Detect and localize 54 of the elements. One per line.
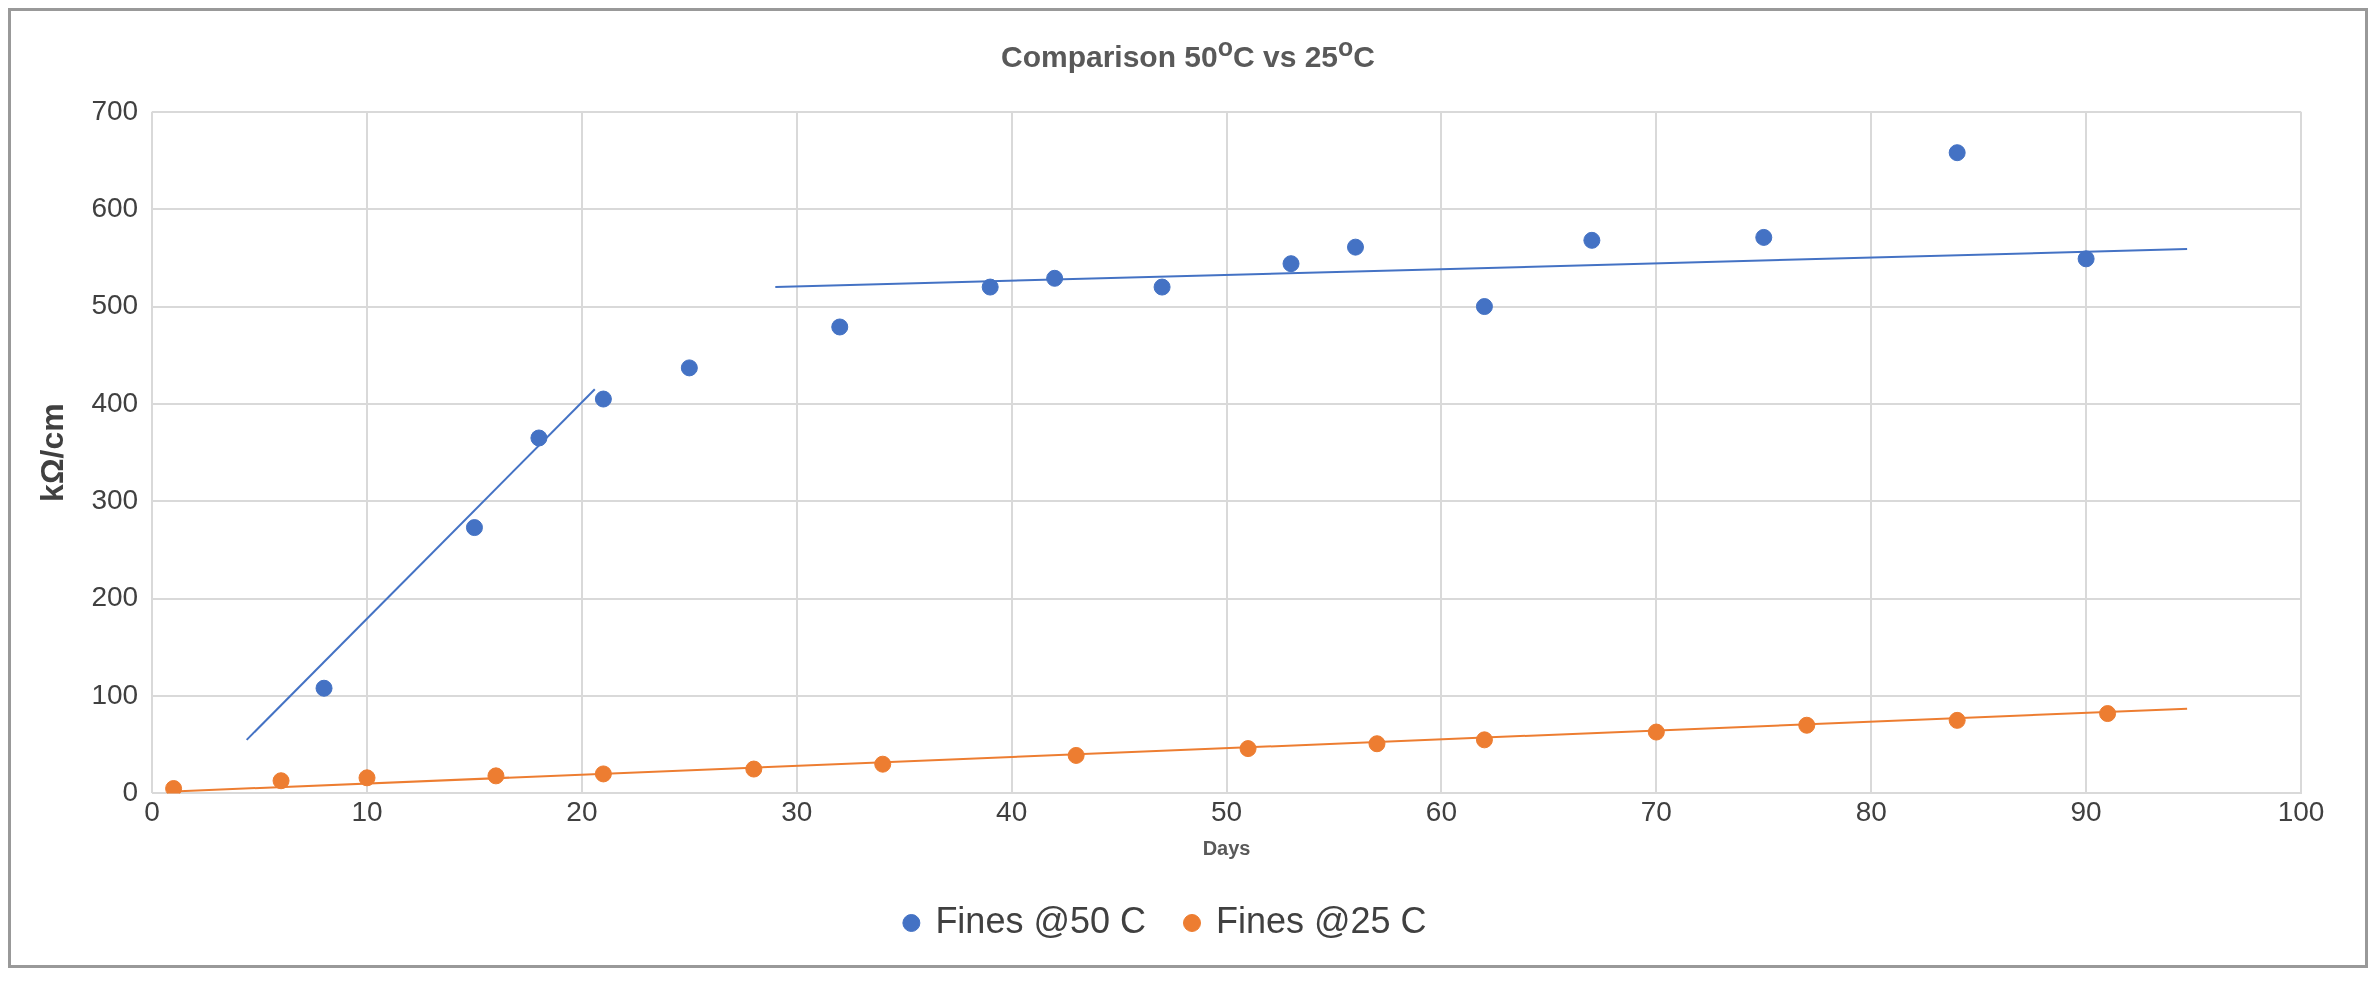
point bbox=[272, 772, 290, 790]
x-tick-label: 80 bbox=[1855, 795, 1887, 827]
point bbox=[1046, 269, 1064, 287]
point bbox=[1755, 228, 1773, 246]
point bbox=[831, 318, 849, 336]
x-tick-label: 60 bbox=[1425, 795, 1458, 827]
point bbox=[1583, 231, 1601, 249]
point bbox=[1368, 735, 1386, 753]
point bbox=[594, 390, 612, 408]
point bbox=[981, 278, 999, 296]
point bbox=[1067, 746, 1085, 764]
point bbox=[165, 780, 183, 794]
legend-label: Fines @50 C bbox=[935, 899, 1146, 941]
point bbox=[1282, 255, 1300, 273]
point bbox=[1647, 723, 1665, 741]
point bbox=[530, 429, 548, 447]
x-tick-label: 40 bbox=[996, 795, 1028, 827]
x-tick-label: 90 bbox=[2070, 795, 2102, 827]
point bbox=[1948, 144, 1966, 162]
x-tick-label: 0 bbox=[144, 795, 160, 827]
point bbox=[465, 519, 483, 537]
point bbox=[745, 760, 763, 778]
point bbox=[1798, 716, 1816, 734]
legend-label: Fines @25 C bbox=[1216, 899, 1427, 941]
y-tick-label: 300 bbox=[91, 484, 139, 515]
point bbox=[680, 359, 698, 377]
point bbox=[2077, 250, 2095, 268]
point bbox=[487, 767, 505, 785]
x-tick-label: 100 bbox=[2277, 795, 2325, 827]
point bbox=[1239, 740, 1257, 758]
point bbox=[358, 769, 376, 787]
x-axis-title: Days bbox=[1202, 836, 1251, 859]
y-tick-label: 700 bbox=[91, 94, 139, 126]
x-tick-label: 30 bbox=[781, 795, 813, 827]
y-tick-label: 500 bbox=[91, 289, 139, 321]
point bbox=[315, 679, 333, 697]
point bbox=[1475, 731, 1493, 749]
x-tick-label: 20 bbox=[566, 795, 598, 827]
y-tick-label: 600 bbox=[91, 191, 139, 223]
point bbox=[1948, 711, 1966, 729]
point bbox=[594, 765, 612, 783]
point bbox=[2099, 705, 2117, 723]
point bbox=[1153, 278, 1171, 296]
y-tick-label: 200 bbox=[91, 581, 139, 613]
point bbox=[1475, 298, 1493, 316]
point bbox=[1346, 238, 1364, 256]
x-tick-label: 50 bbox=[1210, 795, 1243, 827]
y-tick-label: 100 bbox=[91, 678, 139, 710]
y-axis-title: kΩ/cm bbox=[34, 403, 71, 502]
point bbox=[874, 755, 892, 773]
y-tick-label: 400 bbox=[91, 386, 139, 418]
x-tick-label: 70 bbox=[1640, 795, 1672, 827]
x-tick-label: 10 bbox=[351, 795, 383, 827]
chart-title: Comparison 50$^{o}$C vs 25$^{o}$C bbox=[999, 33, 1376, 74]
